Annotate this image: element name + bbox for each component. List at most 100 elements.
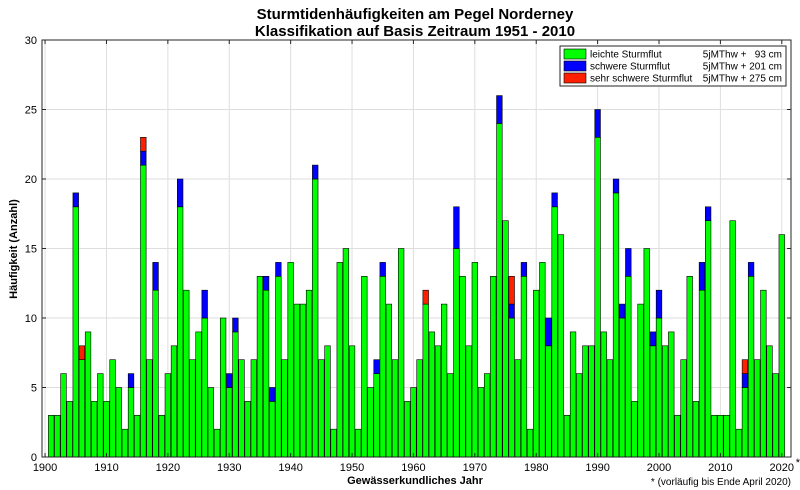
bar-segment	[312, 164, 319, 180]
legend: leichte Sturmflut 5jMThw + 93 cm schwere S…	[559, 45, 787, 87]
bar-segment	[305, 289, 313, 458]
bar-segment	[655, 289, 663, 319]
bar-segment	[612, 178, 620, 194]
x-tick-label: 2010	[708, 462, 732, 474]
bar-segment	[625, 248, 632, 277]
bar-segment	[250, 359, 257, 458]
bar-segment	[158, 414, 165, 458]
bar-segment	[213, 428, 221, 458]
bar-segment	[637, 303, 644, 458]
bar-segment	[219, 317, 227, 458]
bar-segment	[680, 359, 687, 458]
bars	[48, 95, 785, 458]
bar-segment	[72, 206, 79, 458]
bar-segment	[649, 331, 656, 347]
bar-segment	[170, 345, 178, 458]
bar-segment	[164, 373, 171, 458]
chart-title: Sturmtidenhäufigkeiten am Pegel Norderne…	[257, 6, 574, 23]
bar-segment	[741, 373, 749, 388]
y-tick-label: 20	[25, 174, 37, 186]
bar-segment	[440, 303, 448, 458]
bar-segment	[416, 359, 423, 458]
footnote: * (vorläufig bis Ende April 2020)	[651, 477, 791, 488]
bar-segment	[729, 220, 736, 458]
bar-segment	[127, 373, 135, 388]
bar-segment	[747, 275, 755, 458]
bar-segment	[514, 359, 521, 458]
bar-segment	[735, 428, 742, 458]
legend-threshold: 5jMThw + 201 cm	[703, 62, 782, 73]
bar-segment	[447, 373, 454, 458]
bar-segment	[526, 428, 534, 458]
bar-segment	[60, 373, 67, 458]
bar-segment	[115, 387, 122, 458]
bar-segment	[692, 401, 699, 458]
x-tick-label: 1910	[94, 462, 118, 474]
bar-segment	[704, 206, 712, 222]
bar-segment	[704, 220, 712, 458]
y-tick-label: 10	[25, 313, 37, 325]
bar-segment	[207, 387, 214, 458]
bar-segment	[655, 317, 663, 458]
x-tick-label: 1900	[33, 462, 57, 474]
legend-label: sehr schwere Sturmflut	[590, 74, 692, 85]
x-tick-label: 2000	[647, 462, 671, 474]
bar-segment	[201, 317, 208, 458]
bar-segment	[312, 178, 319, 458]
bar-segment	[459, 275, 466, 458]
bar-segment	[551, 192, 558, 208]
bar-segment	[379, 275, 386, 458]
bar-segment	[508, 275, 515, 305]
bar-segment	[201, 289, 208, 319]
bar-segment	[533, 289, 540, 458]
y-axis-label: Häufigkeit (Anzahl)	[8, 199, 20, 299]
chart-subtitle: Klassifikation auf Basis Zeitraum 1951 -…	[255, 23, 575, 40]
bar-segment	[287, 262, 294, 458]
bar-segment	[398, 248, 405, 458]
bar-segment	[385, 303, 392, 458]
bar-segment	[760, 289, 767, 458]
bar-segment	[152, 262, 159, 291]
bar-segment	[557, 234, 564, 458]
bar-segment	[256, 275, 264, 458]
bar-segment	[348, 345, 356, 458]
legend-label: schwere Sturmflut	[590, 62, 670, 73]
bar-segment	[539, 262, 546, 458]
bar-segment	[772, 373, 779, 458]
bar-segment	[324, 345, 331, 458]
bar-segment	[766, 345, 773, 458]
bar-segment	[152, 289, 159, 458]
bar-segment	[318, 359, 325, 458]
bar-segment	[711, 414, 718, 458]
bar-segment	[551, 206, 558, 458]
bar-segment	[643, 248, 650, 458]
bar-segment	[275, 262, 282, 277]
bar-segment	[545, 345, 552, 458]
bar-segment	[140, 137, 147, 152]
legend-threshold: 5jMThw + 275 cm	[703, 74, 782, 85]
x-tick-label: 1930	[217, 462, 241, 474]
bar-segment	[496, 123, 503, 458]
x-tick-label: 1960	[401, 462, 425, 474]
bar-segment	[373, 373, 380, 458]
bar-segment	[281, 359, 288, 458]
bar-segment	[97, 373, 104, 458]
bar-segment	[410, 387, 417, 458]
bar-segment	[453, 206, 460, 249]
bar-segment	[668, 331, 675, 458]
bar-segment	[619, 303, 626, 319]
bar-segment	[576, 373, 583, 458]
bar-segment	[146, 359, 153, 458]
bar-segment	[606, 359, 614, 458]
bar-segment	[134, 414, 141, 458]
legend-swatch	[563, 60, 587, 72]
bar-segment	[594, 109, 601, 138]
bar-segment	[490, 275, 497, 458]
legend-swatch	[563, 72, 587, 84]
bar-segment	[649, 345, 656, 458]
bar-segment	[594, 137, 601, 458]
bar-segment	[342, 248, 350, 458]
bar-segment	[723, 414, 730, 458]
bar-segment	[379, 262, 386, 277]
